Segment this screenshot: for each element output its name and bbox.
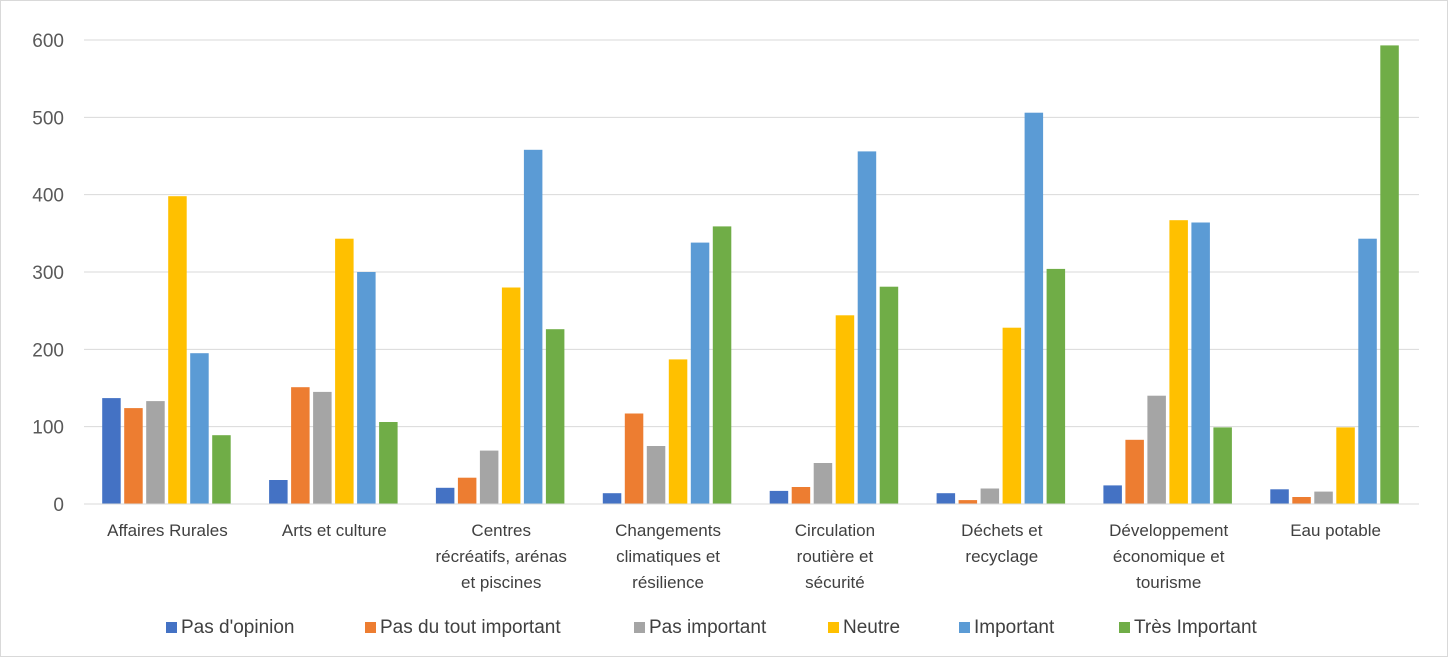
bar (501, 287, 521, 504)
x-category-label: Affaires Rurales (107, 521, 228, 540)
bar (1103, 485, 1122, 504)
y-tick-label: 600 (32, 31, 64, 52)
bar (1147, 395, 1166, 504)
bar (124, 408, 143, 504)
bar (624, 413, 644, 504)
legend: Pas d'opinion Pas du tout important Pas im… (166, 617, 1258, 638)
bar (1169, 220, 1188, 504)
bar (269, 480, 288, 504)
x-category-label: Eau potable (1290, 521, 1381, 540)
bar (791, 487, 811, 504)
bar (1314, 491, 1333, 504)
y-axis-tick-labels: 0 100 200 300 400 500 600 (32, 31, 64, 516)
bar (712, 226, 732, 504)
bar (668, 359, 688, 504)
y-tick-label: 300 (32, 263, 64, 284)
bar (168, 196, 187, 504)
bar (769, 490, 789, 504)
bar (690, 242, 710, 504)
y-tick-label: 0 (53, 495, 64, 516)
bars (102, 45, 1399, 505)
bar (435, 487, 455, 504)
bar (857, 151, 877, 504)
y-tick-label: 400 (32, 186, 64, 207)
legend-swatch (365, 622, 376, 633)
bar (313, 391, 332, 504)
x-category-label: Centres (471, 521, 531, 540)
legend-label: Pas d'opinion (181, 617, 295, 638)
bar (602, 493, 622, 504)
bar (479, 450, 499, 504)
bar (1270, 489, 1289, 504)
x-category-label: Arts et culture (282, 521, 387, 540)
bar (936, 493, 956, 504)
legend-label: Très Important (1134, 617, 1258, 638)
y-tick-label: 200 (32, 340, 64, 361)
bar (958, 500, 978, 504)
gridlines (84, 39, 1419, 428)
bar (335, 238, 354, 504)
y-tick-label: 100 (32, 418, 64, 439)
x-category-label: Déchets et (961, 521, 1043, 540)
bar (1380, 45, 1399, 505)
x-category-label: Changements (615, 521, 721, 540)
x-category-label: tourisme (1136, 573, 1201, 592)
bar (879, 286, 899, 504)
bar (1002, 327, 1022, 504)
bar (190, 353, 209, 504)
x-category-label: climatiques et (616, 547, 720, 566)
bar (1125, 439, 1144, 504)
bar (291, 387, 310, 504)
bar (1046, 268, 1066, 504)
legend-swatch (1119, 622, 1130, 633)
legend-label: Pas important (649, 617, 767, 638)
bar (1358, 238, 1377, 504)
bar (379, 422, 398, 504)
x-category-label: résilience (632, 573, 704, 592)
bar (212, 435, 231, 504)
x-category-label: économique et (1113, 547, 1225, 566)
bar (523, 149, 543, 505)
bar (357, 272, 376, 504)
bar (980, 488, 1000, 504)
bar (102, 398, 121, 504)
x-category-label: Développement (1109, 521, 1228, 540)
x-category-label: sécurité (805, 573, 865, 592)
legend-label: Neutre (843, 617, 900, 638)
x-category-label: recyclage (965, 547, 1038, 566)
bar (545, 329, 565, 504)
bar (1292, 497, 1311, 504)
x-category-label: Circulation (795, 521, 875, 540)
legend-label: Important (974, 617, 1055, 638)
bar (646, 446, 666, 504)
bar (1336, 427, 1355, 504)
legend-swatch (166, 622, 177, 633)
bar (813, 463, 833, 504)
bar (1213, 427, 1232, 504)
legend-label: Pas du tout important (380, 617, 561, 638)
x-category-label: récréatifs, arénas (436, 547, 567, 566)
x-axis-category-labels: Affaires Rurales Arts et culture Centres ré… (107, 521, 1381, 592)
legend-swatch (828, 622, 839, 633)
bar (1191, 222, 1210, 504)
bar (457, 477, 477, 504)
legend-swatch (634, 622, 645, 633)
bar (1024, 112, 1044, 504)
x-category-label: routière et (797, 547, 874, 566)
x-category-label: et piscines (461, 573, 541, 592)
bar (146, 401, 165, 504)
bar (835, 315, 855, 504)
y-tick-label: 500 (32, 108, 64, 129)
legend-swatch (959, 622, 970, 633)
